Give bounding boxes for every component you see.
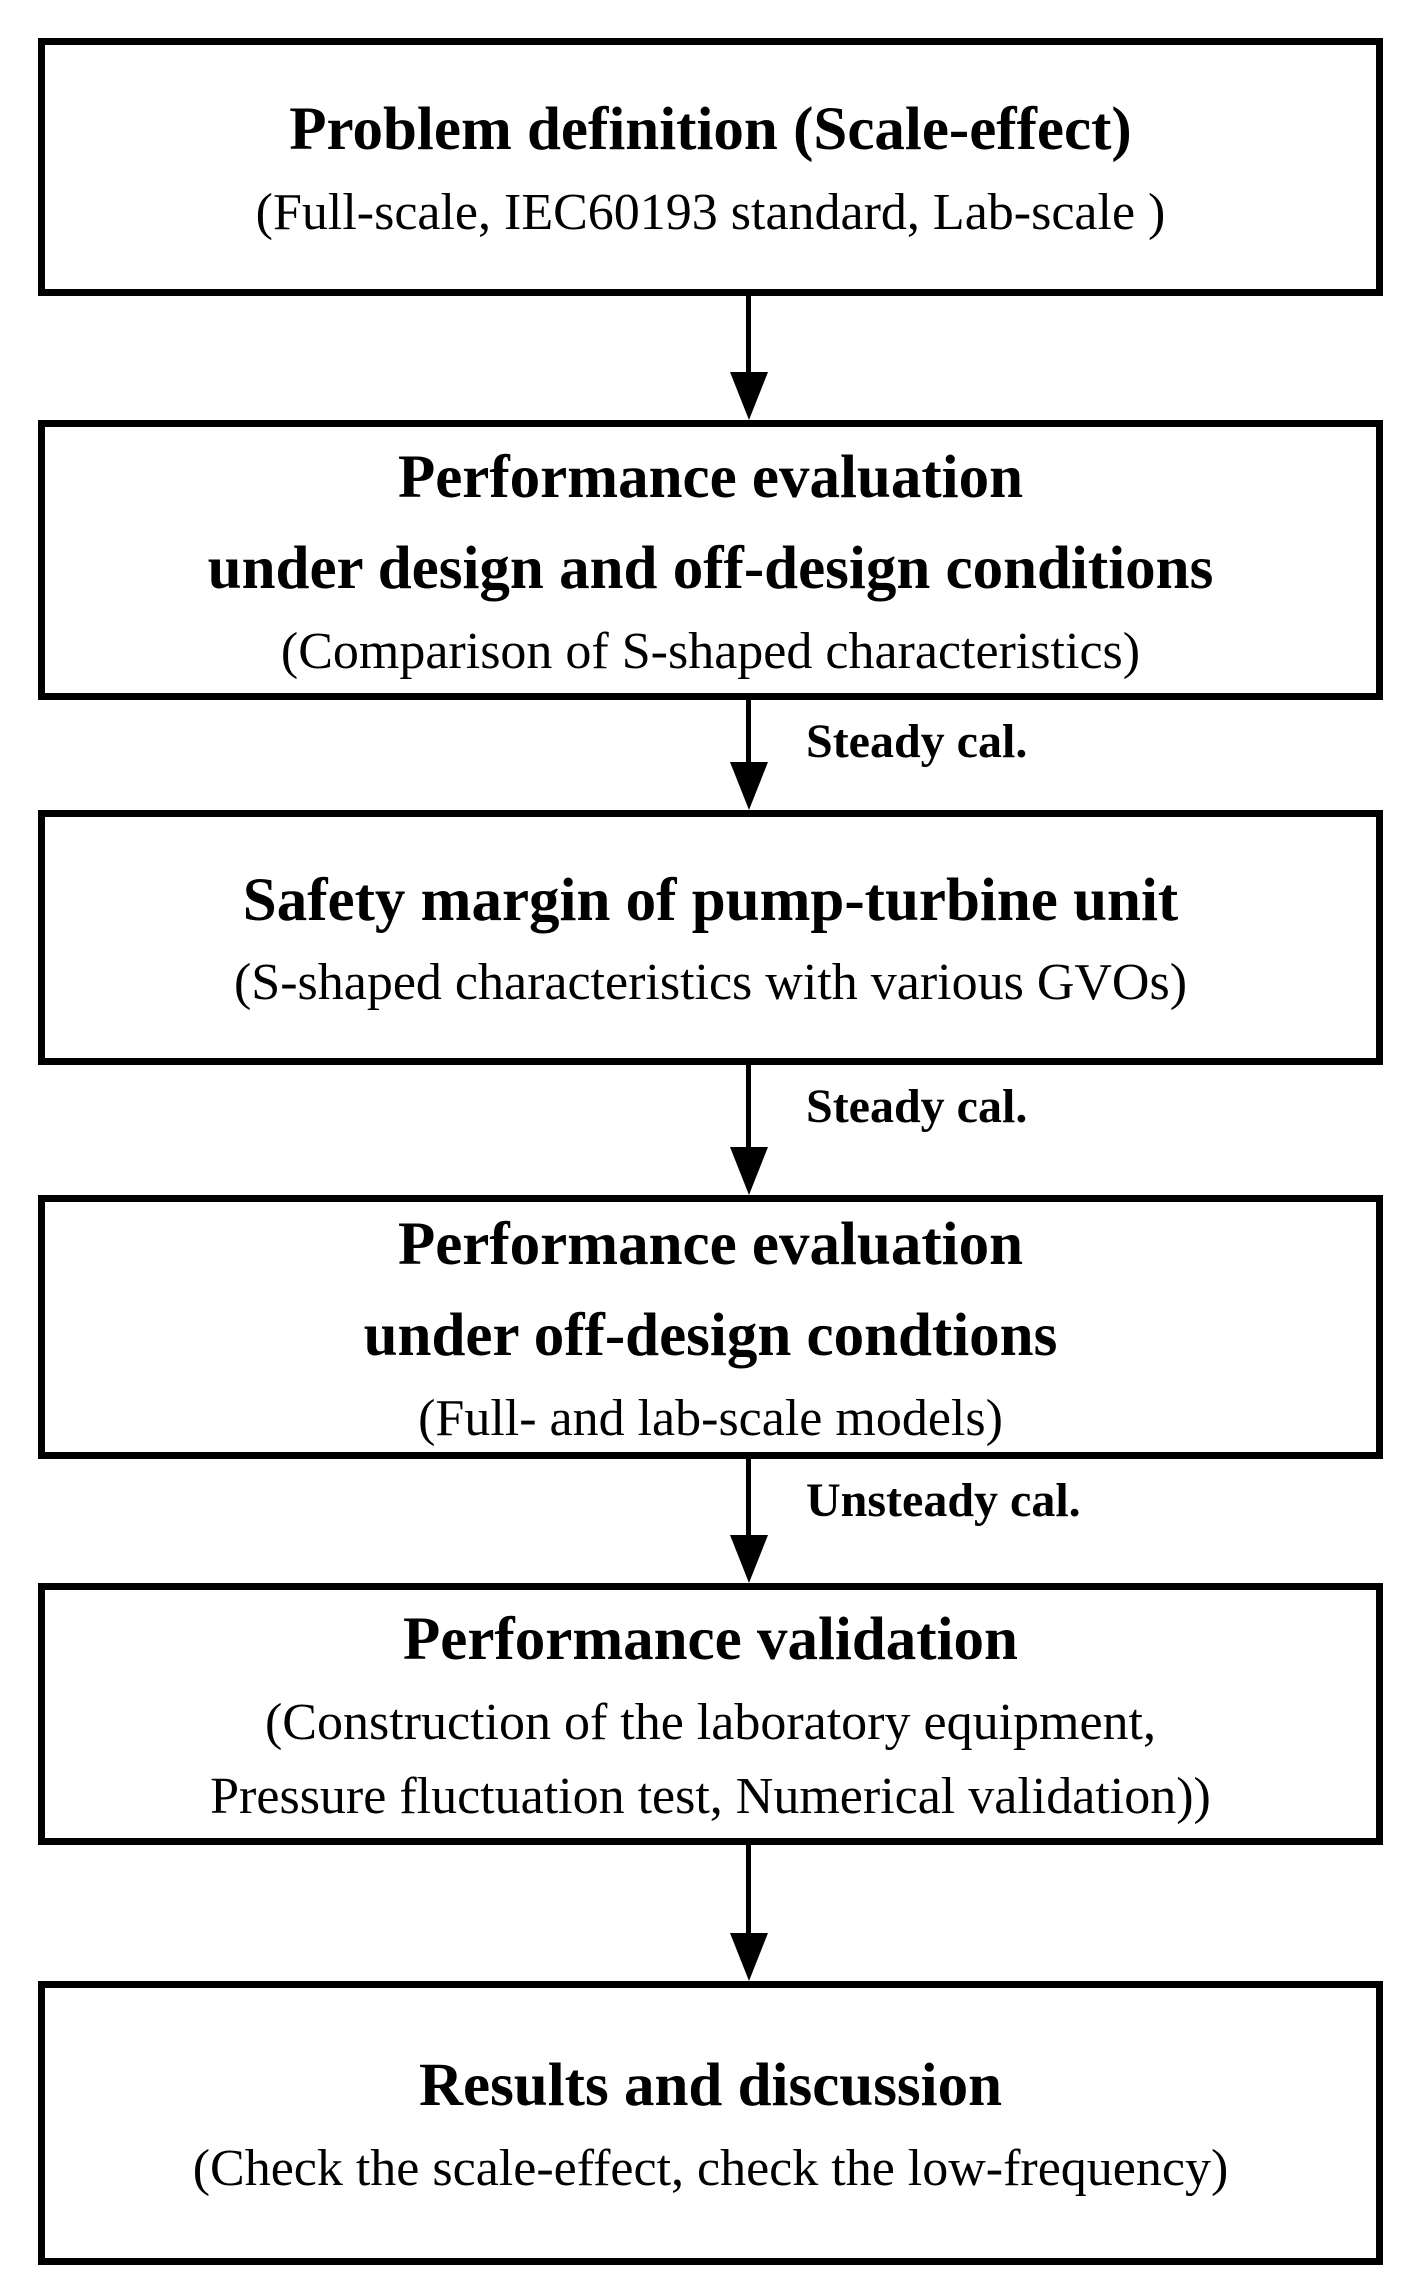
box-title-line: Performance evaluation bbox=[397, 1210, 1024, 1278]
arrow-stem bbox=[746, 296, 751, 396]
flow-box-4: Performance evaluation under off-design c… bbox=[38, 1195, 1383, 1459]
box-title-line: under design and off-design conditions bbox=[207, 535, 1214, 603]
box-subtitle-line: (Construction of the laboratory equipmen… bbox=[264, 1693, 1156, 1751]
flow-box-1: Problem definition (Scale-effect) (Full-s… bbox=[38, 38, 1383, 296]
box-subtitle-line: Pressure fluctuation test, Numerical val… bbox=[210, 1767, 1211, 1825]
box-subtitle-line: (Check the scale-effect, check the low-f… bbox=[192, 2139, 1229, 2197]
flow-box-6: Results and discussion (Check the scale-e… bbox=[38, 1981, 1383, 2265]
arrow-label: Steady cal. bbox=[806, 1080, 1028, 1133]
arrow-stem bbox=[746, 1845, 751, 1957]
flow-arrow-2: Steady cal. bbox=[38, 700, 1383, 810]
flow-arrow-1 bbox=[38, 296, 1383, 420]
box-title-line: Performance validation bbox=[403, 1606, 1018, 1674]
flow-box-5: Performance validation (Construction of t… bbox=[38, 1583, 1383, 1845]
box-subtitle-line: (S-shaped characteristics with various G… bbox=[233, 954, 1188, 1012]
box-title-line: Results and discussion bbox=[418, 2052, 1003, 2120]
arrow-label: Steady cal. bbox=[806, 715, 1028, 768]
flow-arrow-4: Unsteady cal. bbox=[38, 1459, 1383, 1583]
arrow-down-icon bbox=[730, 1933, 768, 1981]
flow-box-2: Performance evaluation under design and o… bbox=[38, 420, 1383, 700]
arrow-label: Unsteady cal. bbox=[806, 1474, 1081, 1527]
box-title-line: Safety margin of pump-turbine unit bbox=[242, 866, 1179, 934]
arrow-down-icon bbox=[730, 1147, 768, 1195]
flow-box-3: Safety margin of pump-turbine unit (S-sha… bbox=[38, 810, 1383, 1065]
box-subtitle-line: (Comparison of S-shaped characteristics) bbox=[280, 622, 1141, 680]
box-title-line: Problem definition (Scale-effect) bbox=[289, 96, 1132, 164]
box-subtitle-line: (Full-scale, IEC60193 standard, Lab-scal… bbox=[255, 183, 1166, 241]
arrow-stem bbox=[746, 1459, 751, 1559]
box-title-line: Performance evaluation bbox=[397, 443, 1024, 511]
arrow-stem bbox=[746, 1065, 751, 1171]
arrow-down-icon bbox=[730, 762, 768, 810]
flow-arrow-3: Steady cal. bbox=[38, 1065, 1383, 1195]
arrow-stem bbox=[746, 700, 751, 786]
arrow-down-icon bbox=[730, 1535, 768, 1583]
flow-arrow-5 bbox=[38, 1845, 1383, 1981]
box-subtitle-line: (Full- and lab-scale models) bbox=[418, 1389, 1003, 1447]
box-title-line: under off-design condtions bbox=[363, 1302, 1058, 1370]
arrow-down-icon bbox=[730, 372, 768, 420]
